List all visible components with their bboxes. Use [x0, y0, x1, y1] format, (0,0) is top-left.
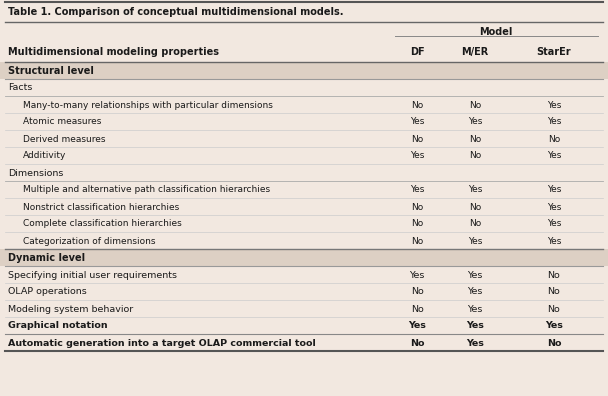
- Bar: [0, 249, 608, 266]
- Text: Yes: Yes: [468, 118, 482, 126]
- Bar: [0, 300, 608, 317]
- Text: Yes: Yes: [468, 236, 482, 246]
- Bar: [0, 215, 608, 232]
- Text: Yes: Yes: [409, 270, 424, 280]
- Text: No: No: [411, 236, 423, 246]
- Text: Modeling system behavior: Modeling system behavior: [8, 305, 133, 314]
- Text: Facts: Facts: [8, 84, 32, 93]
- Text: Yes: Yes: [468, 287, 483, 297]
- Text: DF: DF: [410, 47, 424, 57]
- Text: Yes: Yes: [547, 152, 561, 160]
- Text: No: No: [548, 305, 561, 314]
- Text: Atomic measures: Atomic measures: [23, 118, 102, 126]
- Bar: [0, 198, 608, 215]
- Text: Model: Model: [479, 27, 513, 37]
- Text: Yes: Yes: [547, 219, 561, 228]
- Text: No: No: [469, 202, 481, 211]
- Bar: [0, 130, 608, 147]
- Text: No: No: [410, 339, 424, 348]
- Text: OLAP operations: OLAP operations: [8, 287, 87, 297]
- Text: No: No: [411, 101, 423, 110]
- Bar: [0, 317, 608, 334]
- Text: Yes: Yes: [547, 118, 561, 126]
- Text: No: No: [411, 202, 423, 211]
- Text: No: No: [469, 219, 481, 228]
- Text: Yes: Yes: [545, 322, 563, 331]
- Text: Yes: Yes: [466, 339, 484, 348]
- Text: Structural level: Structural level: [8, 66, 94, 76]
- Text: M/ER: M/ER: [461, 47, 489, 57]
- Text: Yes: Yes: [408, 322, 426, 331]
- Bar: [0, 62, 608, 79]
- Text: Complete classification hierarchies: Complete classification hierarchies: [23, 219, 182, 228]
- Bar: [0, 79, 608, 96]
- Text: Automatic generation into a target OLAP commercial tool: Automatic generation into a target OLAP …: [8, 339, 316, 348]
- Text: Table 1. Comparison of conceptual multidimensional models.: Table 1. Comparison of conceptual multid…: [8, 7, 344, 17]
- Text: StarEr: StarEr: [537, 47, 572, 57]
- Bar: [0, 147, 608, 164]
- Text: No: No: [548, 270, 561, 280]
- Bar: [0, 283, 608, 300]
- Text: Yes: Yes: [468, 305, 483, 314]
- Text: Dimensions: Dimensions: [8, 169, 63, 177]
- Text: No: No: [547, 339, 561, 348]
- Bar: [0, 164, 608, 181]
- Bar: [0, 232, 608, 249]
- Text: Multidimensional modeling properties: Multidimensional modeling properties: [8, 47, 219, 57]
- Text: No: No: [411, 135, 423, 143]
- Bar: [0, 266, 608, 283]
- Text: Yes: Yes: [468, 270, 483, 280]
- Text: Yes: Yes: [410, 185, 424, 194]
- Text: Yes: Yes: [547, 101, 561, 110]
- Text: No: No: [469, 152, 481, 160]
- Text: No: No: [548, 135, 560, 143]
- Text: Yes: Yes: [466, 322, 484, 331]
- Text: Additivity: Additivity: [23, 152, 66, 160]
- Text: Yes: Yes: [410, 152, 424, 160]
- Text: No: No: [548, 287, 561, 297]
- Text: Categorization of dimensions: Categorization of dimensions: [23, 236, 156, 246]
- Text: No: No: [469, 135, 481, 143]
- Text: No: No: [411, 219, 423, 228]
- Text: No: No: [469, 101, 481, 110]
- Text: Multiple and alternative path classification hierarchies: Multiple and alternative path classifica…: [23, 185, 270, 194]
- Text: Many-to-many relationships with particular dimensions: Many-to-many relationships with particul…: [23, 101, 273, 110]
- Bar: [0, 96, 608, 113]
- Text: No: No: [410, 287, 423, 297]
- Text: Derived measures: Derived measures: [23, 135, 106, 143]
- Text: Yes: Yes: [547, 202, 561, 211]
- Text: Yes: Yes: [468, 185, 482, 194]
- Text: No: No: [410, 305, 423, 314]
- Text: Yes: Yes: [410, 118, 424, 126]
- Bar: [0, 113, 608, 130]
- Text: Yes: Yes: [547, 236, 561, 246]
- Text: Graphical notation: Graphical notation: [8, 322, 108, 331]
- Text: Specifying initial user requirements: Specifying initial user requirements: [8, 270, 177, 280]
- Text: Nonstrict classification hierarchies: Nonstrict classification hierarchies: [23, 202, 179, 211]
- Text: Yes: Yes: [547, 185, 561, 194]
- Text: Dynamic level: Dynamic level: [8, 253, 85, 263]
- Bar: [0, 181, 608, 198]
- Bar: [0, 334, 608, 351]
